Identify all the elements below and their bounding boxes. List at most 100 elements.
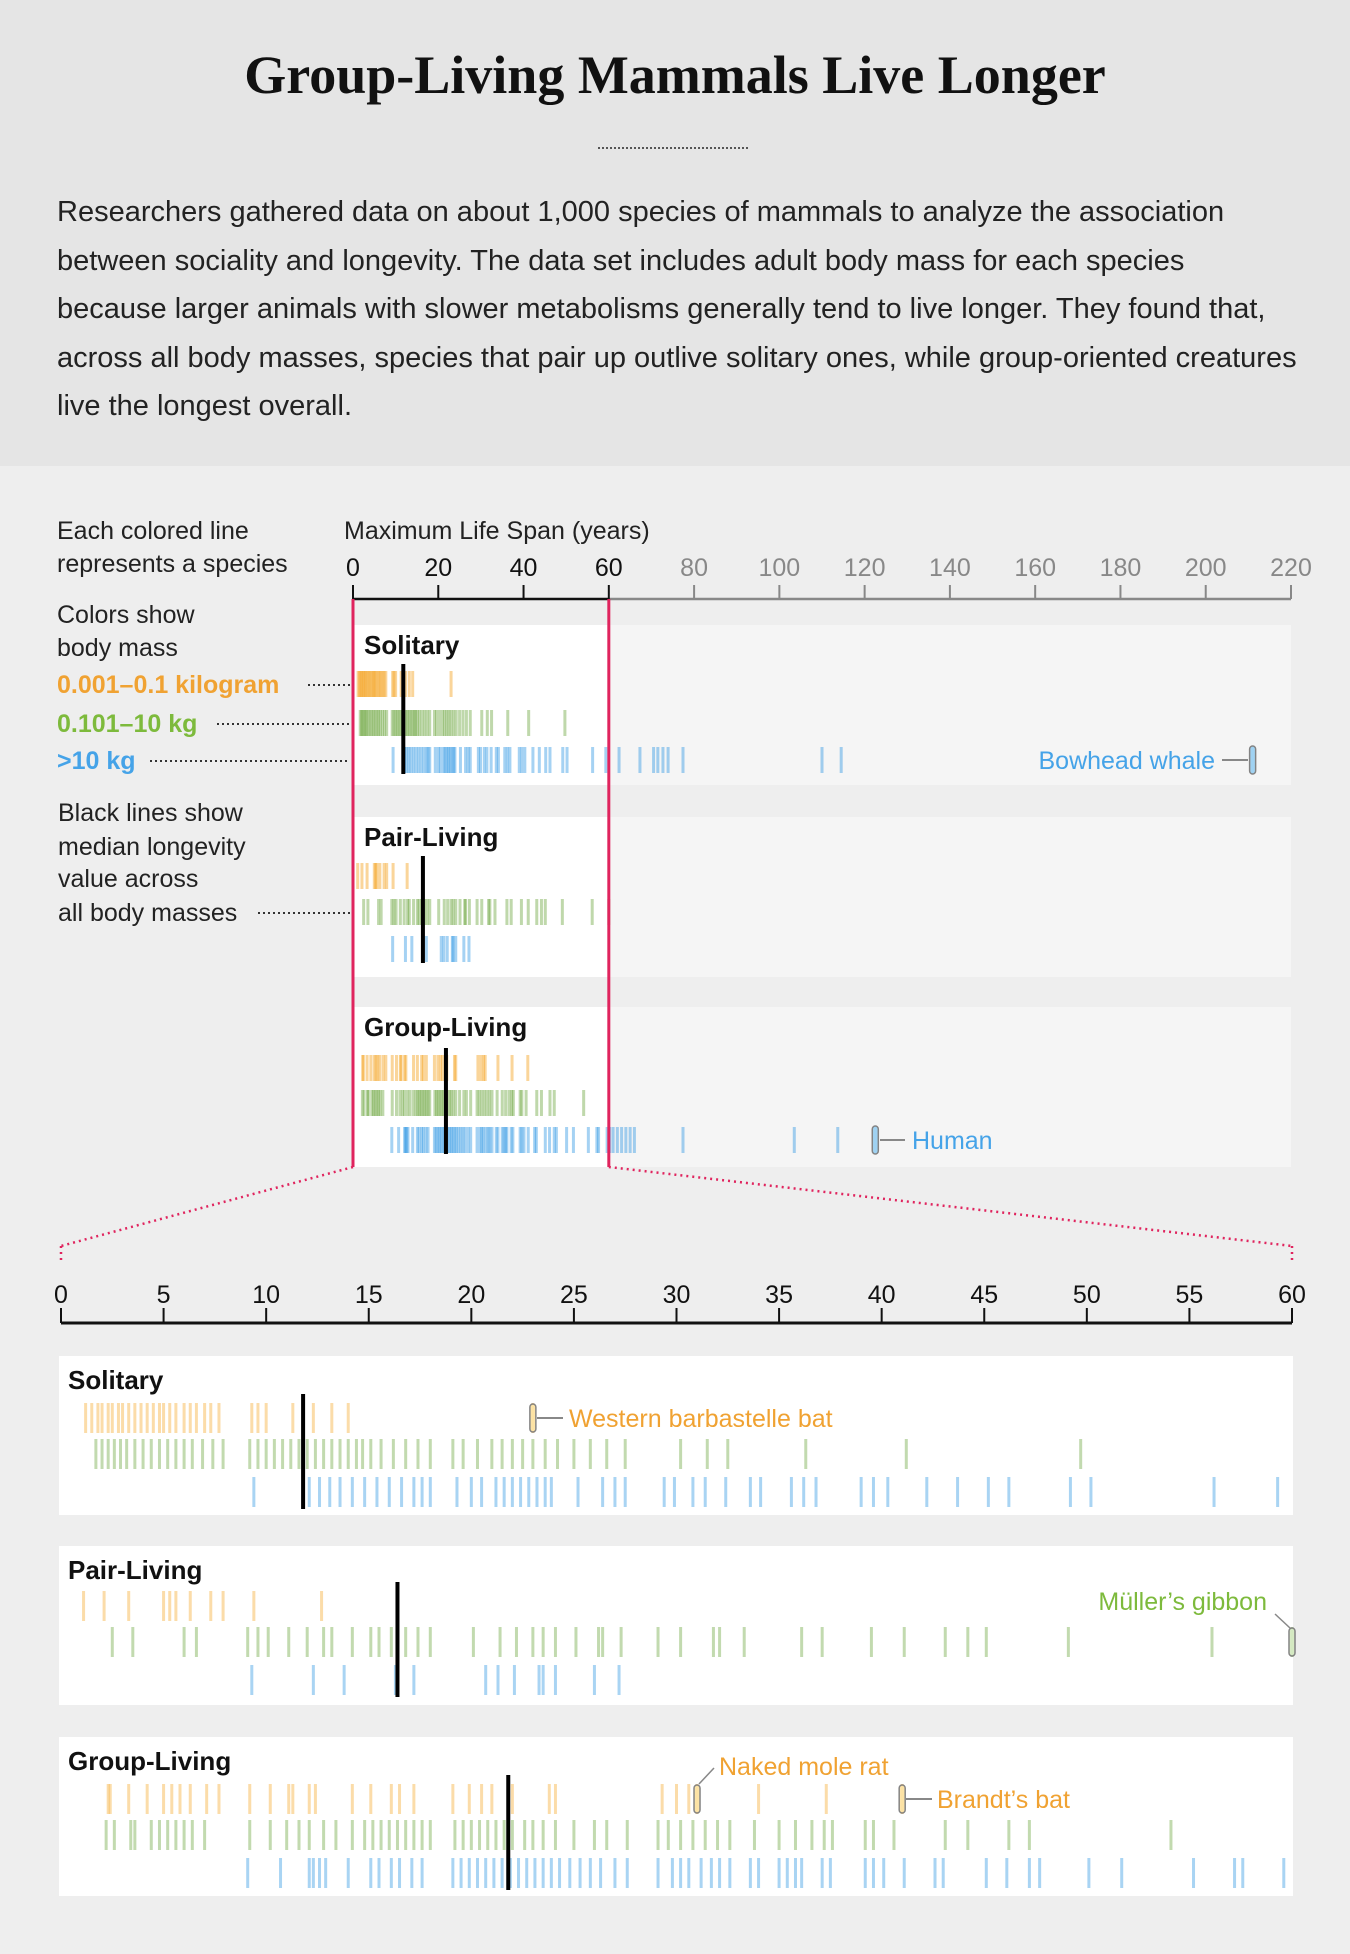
species-tick-large	[455, 1127, 459, 1153]
species-tick-small	[371, 671, 375, 697]
species-tick-medium	[157, 1820, 161, 1850]
species-tick-medium	[412, 710, 416, 736]
species-tick-small	[675, 1784, 678, 1814]
species-tick-large	[505, 747, 509, 773]
species-tick-large	[467, 1858, 471, 1888]
species-tick-large	[759, 1477, 763, 1507]
species-tick-medium	[381, 1090, 385, 1116]
species-tick-large	[475, 1858, 479, 1888]
species-tick-medium	[289, 1439, 293, 1469]
species-tick-small	[391, 863, 395, 889]
species-tick-large	[468, 747, 472, 773]
species-tick-medium	[407, 710, 411, 736]
species-tick-medium	[464, 1090, 468, 1116]
species-tick-medium	[487, 899, 491, 925]
species-tick-small	[248, 1784, 252, 1814]
species-tick-large	[554, 1127, 558, 1153]
species-tick-medium	[468, 710, 472, 736]
species-tick-large	[588, 1858, 592, 1888]
species-tick-small	[369, 1784, 373, 1814]
panel-title: Group-Living	[68, 1746, 231, 1776]
species-tick-large	[518, 1127, 522, 1153]
species-tick-large	[597, 1127, 601, 1153]
species-tick-medium	[510, 1090, 514, 1116]
species-tick-large	[420, 1858, 424, 1888]
species-tick-medium	[711, 1627, 715, 1657]
species-tick-large	[509, 1127, 513, 1153]
species-tick-large	[703, 1477, 707, 1507]
species-tick-medium	[408, 1090, 412, 1116]
species-tick-large	[422, 747, 426, 773]
species-tick-medium	[679, 1627, 683, 1657]
species-tick-small	[121, 1403, 125, 1433]
species-tick-small	[432, 1055, 436, 1081]
species-tick-medium	[346, 1439, 350, 1469]
species-tick-medium	[531, 1627, 535, 1657]
species-tick-medium	[330, 1627, 334, 1657]
species-tick-large	[718, 1858, 722, 1888]
species-tick-large	[421, 1127, 425, 1153]
species-tick-large	[403, 1127, 407, 1153]
species-tick-medium	[605, 1439, 609, 1469]
species-tick-medium	[104, 1820, 108, 1850]
species-tick-large	[681, 1127, 685, 1153]
species-tick-large	[925, 1477, 929, 1507]
species-tick-small	[350, 1784, 354, 1814]
panel-highlight	[353, 817, 609, 977]
species-tick-large	[828, 1858, 832, 1888]
species-tick-medium	[475, 1439, 479, 1469]
species-tick-small	[368, 671, 372, 697]
species-tick-large	[469, 1477, 473, 1507]
species-tick-medium	[416, 1627, 420, 1657]
species-tick-medium	[362, 1090, 366, 1116]
species-tick-large	[508, 747, 512, 773]
species-tick-medium	[590, 899, 594, 925]
x-tick-label: 10	[252, 1281, 280, 1309]
species-tick-small	[110, 1403, 114, 1433]
species-tick-small	[151, 1403, 155, 1433]
species-tick-small	[178, 1784, 182, 1814]
species-tick-large	[565, 747, 569, 773]
species-tick-large	[757, 1858, 761, 1888]
species-tick-medium	[605, 1820, 609, 1850]
species-tick-medium	[182, 1820, 186, 1850]
species-tick-large	[1212, 1477, 1216, 1507]
species-tick-medium	[174, 1820, 178, 1850]
species-tick-large	[1192, 1858, 1196, 1888]
species-tick-large	[398, 1858, 402, 1888]
species-tick-medium	[397, 710, 401, 736]
species-tick-large	[531, 747, 535, 773]
species-tick-small	[481, 1055, 485, 1081]
panel-highlight	[353, 1007, 609, 1167]
species-tick-small	[256, 1403, 260, 1433]
species-tick-medium	[373, 710, 377, 736]
x-tick-label: 55	[1176, 1281, 1204, 1309]
species-tick-medium	[201, 1439, 205, 1469]
species-tick-large	[350, 1477, 354, 1507]
species-tick-medium	[820, 1627, 824, 1657]
species-tick-small	[250, 1403, 254, 1433]
species-tick-small	[398, 1055, 402, 1081]
species-tick-large	[617, 1665, 621, 1695]
species-tick-small	[361, 1055, 365, 1081]
species-tick-large	[412, 747, 416, 773]
species-tick-medium	[943, 1820, 947, 1850]
species-tick-medium	[441, 1090, 445, 1116]
species-tick-small	[381, 671, 385, 697]
annotation-label: Bowhead whale	[1038, 747, 1215, 775]
annotation-marker	[693, 1784, 701, 1814]
species-tick-small	[420, 1055, 424, 1081]
species-tick-small	[399, 671, 403, 697]
species-tick-medium	[531, 1820, 535, 1850]
species-tick-medium	[454, 1090, 458, 1116]
species-tick-small	[378, 863, 382, 889]
species-tick-medium	[370, 710, 374, 736]
species-tick-medium	[394, 1090, 398, 1116]
species-tick-large	[480, 1477, 484, 1507]
species-tick-medium	[402, 899, 406, 925]
species-tick-large	[504, 1127, 508, 1153]
species-tick-large	[933, 1858, 937, 1888]
species-tick-small	[330, 1403, 334, 1433]
species-tick-small	[188, 1591, 192, 1621]
